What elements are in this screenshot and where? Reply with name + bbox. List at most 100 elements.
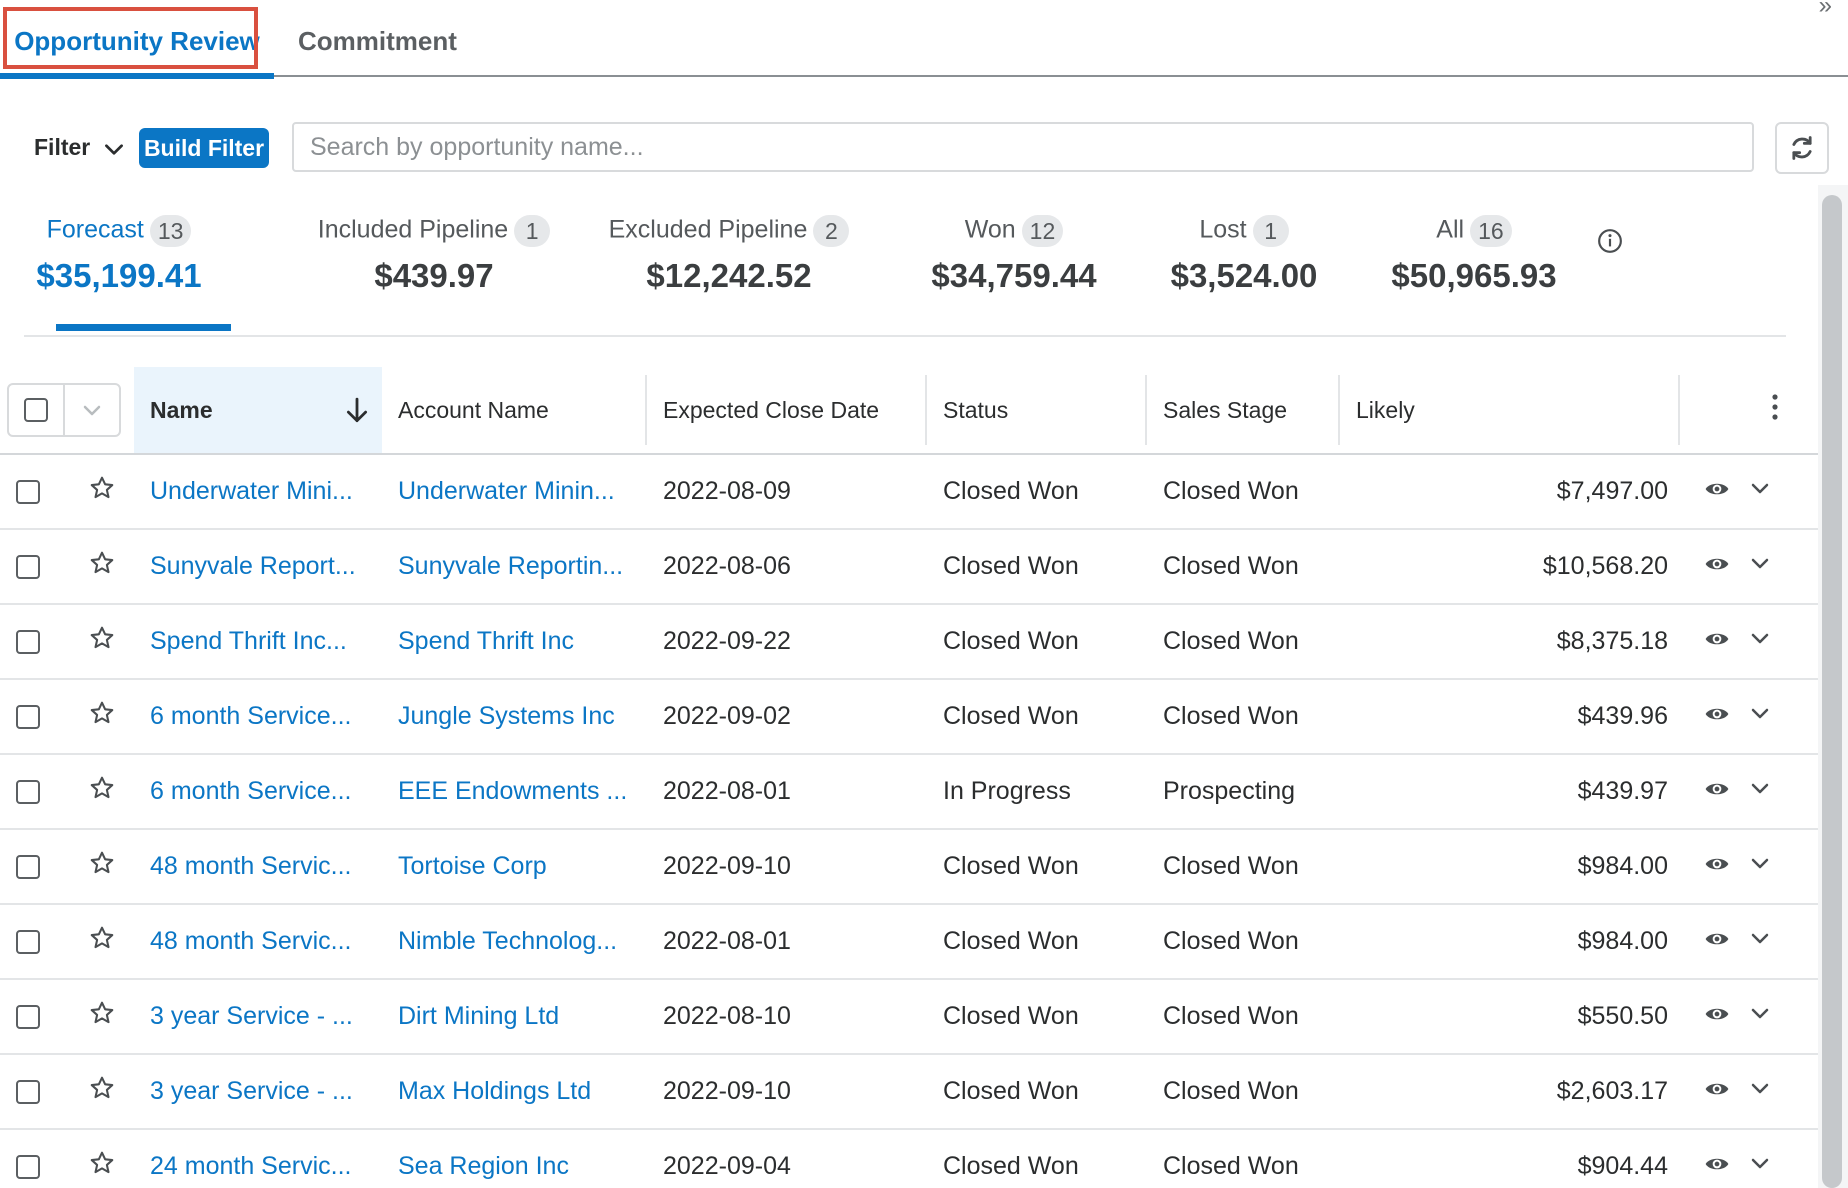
preview-button[interactable] — [1704, 627, 1730, 656]
eye-icon[interactable] — [1704, 779, 1730, 799]
opportunity-name-link[interactable]: 3 year Service - ... — [150, 1002, 353, 1030]
row-actions-dropdown[interactable] — [1748, 551, 1772, 582]
row-actions-dropdown[interactable] — [1748, 1001, 1772, 1032]
metric-forecast[interactable]: Forecast 13 $35,199.41 — [24, 215, 214, 295]
preview-button[interactable] — [1704, 1152, 1730, 1181]
opportunity-name-link[interactable]: Spend Thrift Inc... — [150, 627, 347, 655]
eye-icon[interactable] — [1704, 704, 1730, 724]
row-checkbox[interactable] — [16, 929, 40, 954]
star-icon[interactable] — [89, 700, 115, 726]
metric-won[interactable]: Won 12 $34,759.44 — [894, 215, 1134, 295]
preview-button[interactable] — [1704, 552, 1730, 581]
eye-icon[interactable] — [1704, 554, 1730, 574]
metric-included-pipeline[interactable]: Included Pipeline 1 $439.97 — [294, 215, 574, 295]
collapse-panel-icon[interactable]: » — [1818, 0, 1832, 19]
column-header-sales-stage[interactable]: Sales Stage — [1147, 367, 1340, 455]
preview-button[interactable] — [1704, 927, 1730, 956]
tab-opportunity-review[interactable]: Opportunity Review — [0, 0, 274, 79]
eye-icon[interactable] — [1704, 479, 1730, 499]
account-name-link[interactable]: Dirt Mining Ltd — [398, 1002, 560, 1030]
chevron-down-icon[interactable] — [1748, 476, 1772, 500]
preview-button[interactable] — [1704, 777, 1730, 806]
eye-icon[interactable] — [1704, 1079, 1730, 1099]
row-checkbox[interactable] — [16, 779, 40, 804]
filter-dropdown-label[interactable]: Filter — [34, 134, 91, 160]
info-icon[interactable] — [1597, 228, 1623, 254]
opportunity-name-link[interactable]: 6 month Service... — [150, 702, 352, 730]
star-icon[interactable] — [89, 775, 115, 801]
row-checkbox[interactable] — [16, 554, 40, 579]
favorite-toggle[interactable] — [72, 700, 132, 733]
metric-all[interactable]: All 16 $50,965.93 — [1354, 215, 1594, 295]
star-icon[interactable] — [89, 625, 115, 651]
tab-commitment[interactable]: Commitment — [298, 0, 457, 73]
star-icon[interactable] — [89, 850, 115, 876]
row-checkbox[interactable] — [16, 629, 40, 654]
opportunity-name-link[interactable]: 6 month Service... — [150, 777, 352, 805]
row-checkbox[interactable] — [16, 854, 40, 879]
favorite-toggle[interactable] — [72, 475, 132, 508]
row-actions-dropdown[interactable] — [1748, 1076, 1772, 1107]
chevron-down-icon[interactable] — [1748, 1001, 1772, 1025]
chevron-down-icon[interactable] — [1748, 851, 1772, 875]
mass-select-control[interactable] — [7, 383, 121, 437]
chevron-down-icon[interactable] — [1748, 1076, 1772, 1100]
account-name-link[interactable]: Max Holdings Ltd — [398, 1077, 592, 1105]
account-name-link[interactable]: Jungle Systems Inc — [398, 702, 615, 730]
preview-button[interactable] — [1704, 1002, 1730, 1031]
opportunity-name-link[interactable]: 48 month Servic... — [150, 852, 352, 880]
account-name-link[interactable]: Tortoise Corp — [398, 852, 547, 880]
row-actions-dropdown[interactable] — [1748, 476, 1772, 507]
account-name-link[interactable]: Spend Thrift Inc — [398, 627, 575, 655]
column-header-account-name[interactable]: Account Name — [382, 367, 647, 455]
row-checkbox[interactable] — [16, 479, 40, 504]
column-header-name[interactable]: Name — [134, 367, 382, 455]
account-name-link[interactable]: Underwater Minin... — [398, 477, 615, 505]
star-icon[interactable] — [89, 1150, 115, 1176]
preview-button[interactable] — [1704, 1077, 1730, 1106]
chevron-down-icon[interactable] — [1748, 776, 1772, 800]
favorite-toggle[interactable] — [72, 550, 132, 583]
favorite-toggle[interactable] — [72, 1075, 132, 1108]
chevron-down-icon[interactable] — [1748, 926, 1772, 950]
account-name-link[interactable]: Sunyvale Reportin... — [398, 552, 624, 580]
favorite-toggle[interactable] — [72, 925, 132, 958]
select-all-checkbox[interactable] — [24, 398, 48, 422]
chevron-down-icon[interactable] — [1748, 551, 1772, 575]
kebab-menu-icon[interactable] — [1770, 393, 1780, 421]
chevron-down-icon[interactable] — [1748, 701, 1772, 725]
opportunity-name-link[interactable]: 48 month Servic... — [150, 927, 352, 955]
preview-button[interactable] — [1704, 477, 1730, 506]
eye-icon[interactable] — [1704, 929, 1730, 949]
row-checkbox[interactable] — [16, 1154, 40, 1179]
row-checkbox[interactable] — [16, 704, 40, 729]
refresh-button[interactable] — [1775, 122, 1829, 174]
opportunity-name-link[interactable]: 3 year Service - ... — [150, 1077, 353, 1105]
star-icon[interactable] — [89, 1000, 115, 1026]
preview-button[interactable] — [1704, 852, 1730, 881]
eye-icon[interactable] — [1704, 854, 1730, 874]
favorite-toggle[interactable] — [72, 850, 132, 883]
opportunity-name-link[interactable]: 24 month Servic... — [150, 1152, 352, 1180]
favorite-toggle[interactable] — [72, 1000, 132, 1033]
search-input[interactable] — [292, 122, 1754, 172]
chevron-down-icon[interactable] — [80, 398, 104, 422]
metric-excluded-pipeline[interactable]: Excluded Pipeline 2 $12,242.52 — [584, 215, 874, 295]
star-icon[interactable] — [89, 925, 115, 951]
account-name-link[interactable]: Sea Region Inc — [398, 1152, 569, 1180]
row-actions-dropdown[interactable] — [1748, 851, 1772, 882]
row-checkbox[interactable] — [16, 1079, 40, 1104]
opportunity-name-link[interactable]: Underwater Mini... — [150, 477, 353, 505]
row-actions-dropdown[interactable] — [1748, 701, 1772, 732]
chevron-down-icon[interactable] — [1748, 626, 1772, 650]
eye-icon[interactable] — [1704, 629, 1730, 649]
preview-button[interactable] — [1704, 702, 1730, 731]
row-actions-dropdown[interactable] — [1748, 626, 1772, 657]
favorite-toggle[interactable] — [72, 625, 132, 658]
eye-icon[interactable] — [1704, 1004, 1730, 1024]
chevron-down-icon[interactable] — [101, 136, 127, 162]
column-header-expected-close-date[interactable]: Expected Close Date — [647, 367, 927, 455]
account-name-link[interactable]: Nimble Technolog... — [398, 927, 618, 955]
account-name-link[interactable]: EEE Endowments ... — [398, 777, 628, 805]
star-icon[interactable] — [89, 1075, 115, 1101]
